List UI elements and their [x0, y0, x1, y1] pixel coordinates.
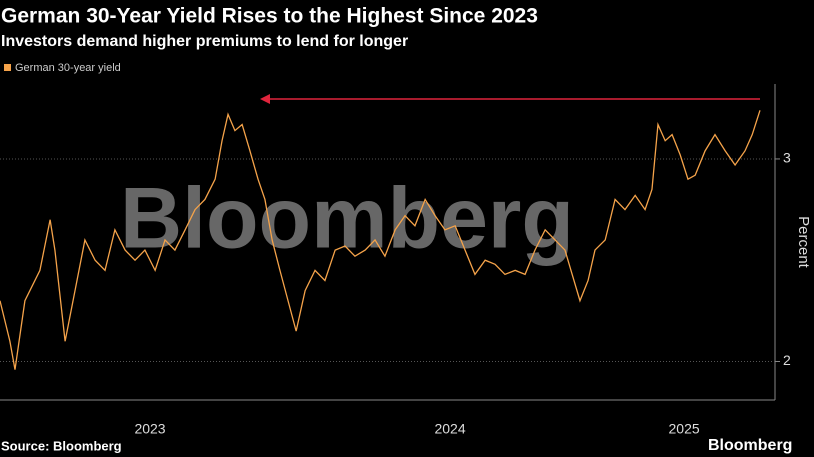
x-tick-label: 2023: [134, 421, 165, 437]
source: Source: Bloomberg: [1, 438, 122, 453]
line-series: [0, 110, 761, 370]
annotation-arrowhead: [260, 94, 270, 104]
chart-subtitle: Investors demand higher premiums to lend…: [1, 33, 408, 50]
y-tick-label: 3: [783, 150, 791, 166]
x-tick-label: 2024: [434, 421, 465, 437]
logo: Bloomberg: [708, 437, 792, 454]
y-axis-label: Percent: [795, 216, 812, 269]
y-tick-label: 2: [783, 352, 791, 368]
legend-swatch: [4, 64, 11, 71]
chart-title: German 30-Year Yield Rises to the Highes…: [1, 5, 538, 28]
watermark: Bloomberg: [120, 171, 574, 267]
x-tick-label: 2025: [669, 421, 700, 437]
legend-label: German 30-year yield: [15, 62, 121, 74]
